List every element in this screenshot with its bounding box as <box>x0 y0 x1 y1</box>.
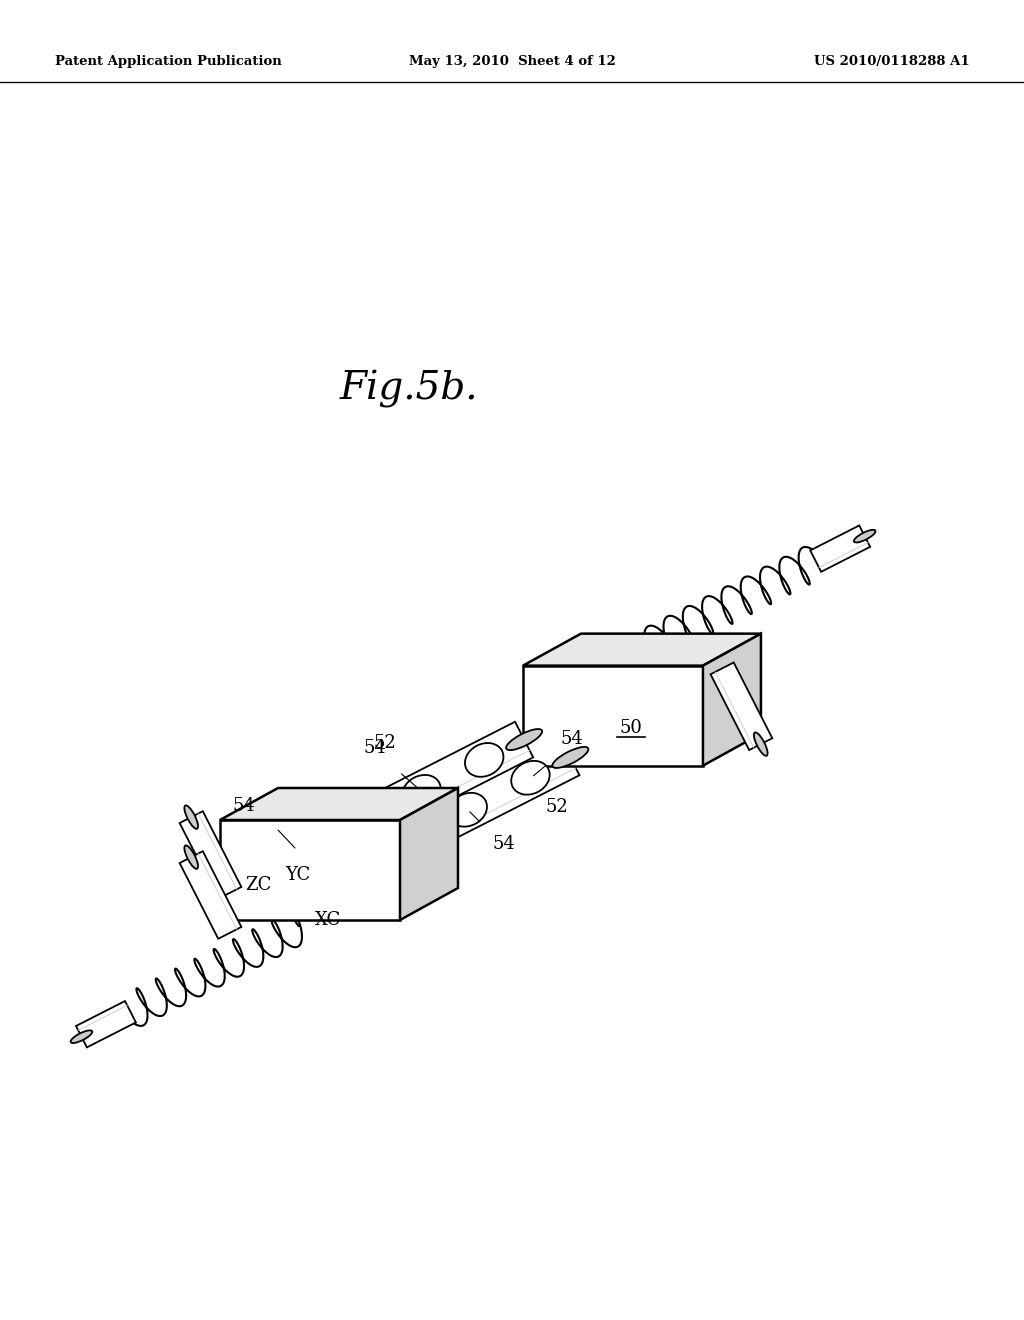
Ellipse shape <box>511 760 550 795</box>
Ellipse shape <box>449 793 487 826</box>
Text: 54: 54 <box>232 797 255 814</box>
Polygon shape <box>711 663 772 750</box>
Text: 52: 52 <box>546 797 568 816</box>
Text: 54: 54 <box>493 834 515 853</box>
Polygon shape <box>220 820 400 920</box>
Ellipse shape <box>552 747 589 768</box>
Polygon shape <box>76 1001 136 1047</box>
Polygon shape <box>523 665 702 766</box>
Ellipse shape <box>854 529 876 543</box>
Ellipse shape <box>465 743 504 776</box>
Text: Patent Application Publication: Patent Application Publication <box>55 55 282 69</box>
Text: 52: 52 <box>374 734 396 752</box>
Text: May 13, 2010  Sheet 4 of 12: May 13, 2010 Sheet 4 of 12 <box>409 55 615 69</box>
Text: 54: 54 <box>560 730 584 747</box>
Polygon shape <box>179 851 242 939</box>
Polygon shape <box>400 788 458 920</box>
Ellipse shape <box>506 729 542 750</box>
Ellipse shape <box>184 845 198 869</box>
Ellipse shape <box>402 775 440 809</box>
Polygon shape <box>373 722 534 830</box>
Ellipse shape <box>71 1031 92 1043</box>
Text: ZC: ZC <box>245 876 271 894</box>
Polygon shape <box>810 525 870 572</box>
Text: US 2010/0118288 A1: US 2010/0118288 A1 <box>814 55 970 69</box>
Text: Fig.5b.: Fig.5b. <box>340 370 478 408</box>
Text: YC: YC <box>285 866 310 884</box>
Polygon shape <box>179 812 242 899</box>
Polygon shape <box>523 634 761 665</box>
Ellipse shape <box>184 805 198 829</box>
Ellipse shape <box>754 733 768 756</box>
Text: XC: XC <box>315 911 341 929</box>
Polygon shape <box>702 634 761 766</box>
Text: 50: 50 <box>620 718 642 737</box>
Text: 54: 54 <box>364 739 386 756</box>
Polygon shape <box>220 788 458 820</box>
Polygon shape <box>419 739 580 847</box>
